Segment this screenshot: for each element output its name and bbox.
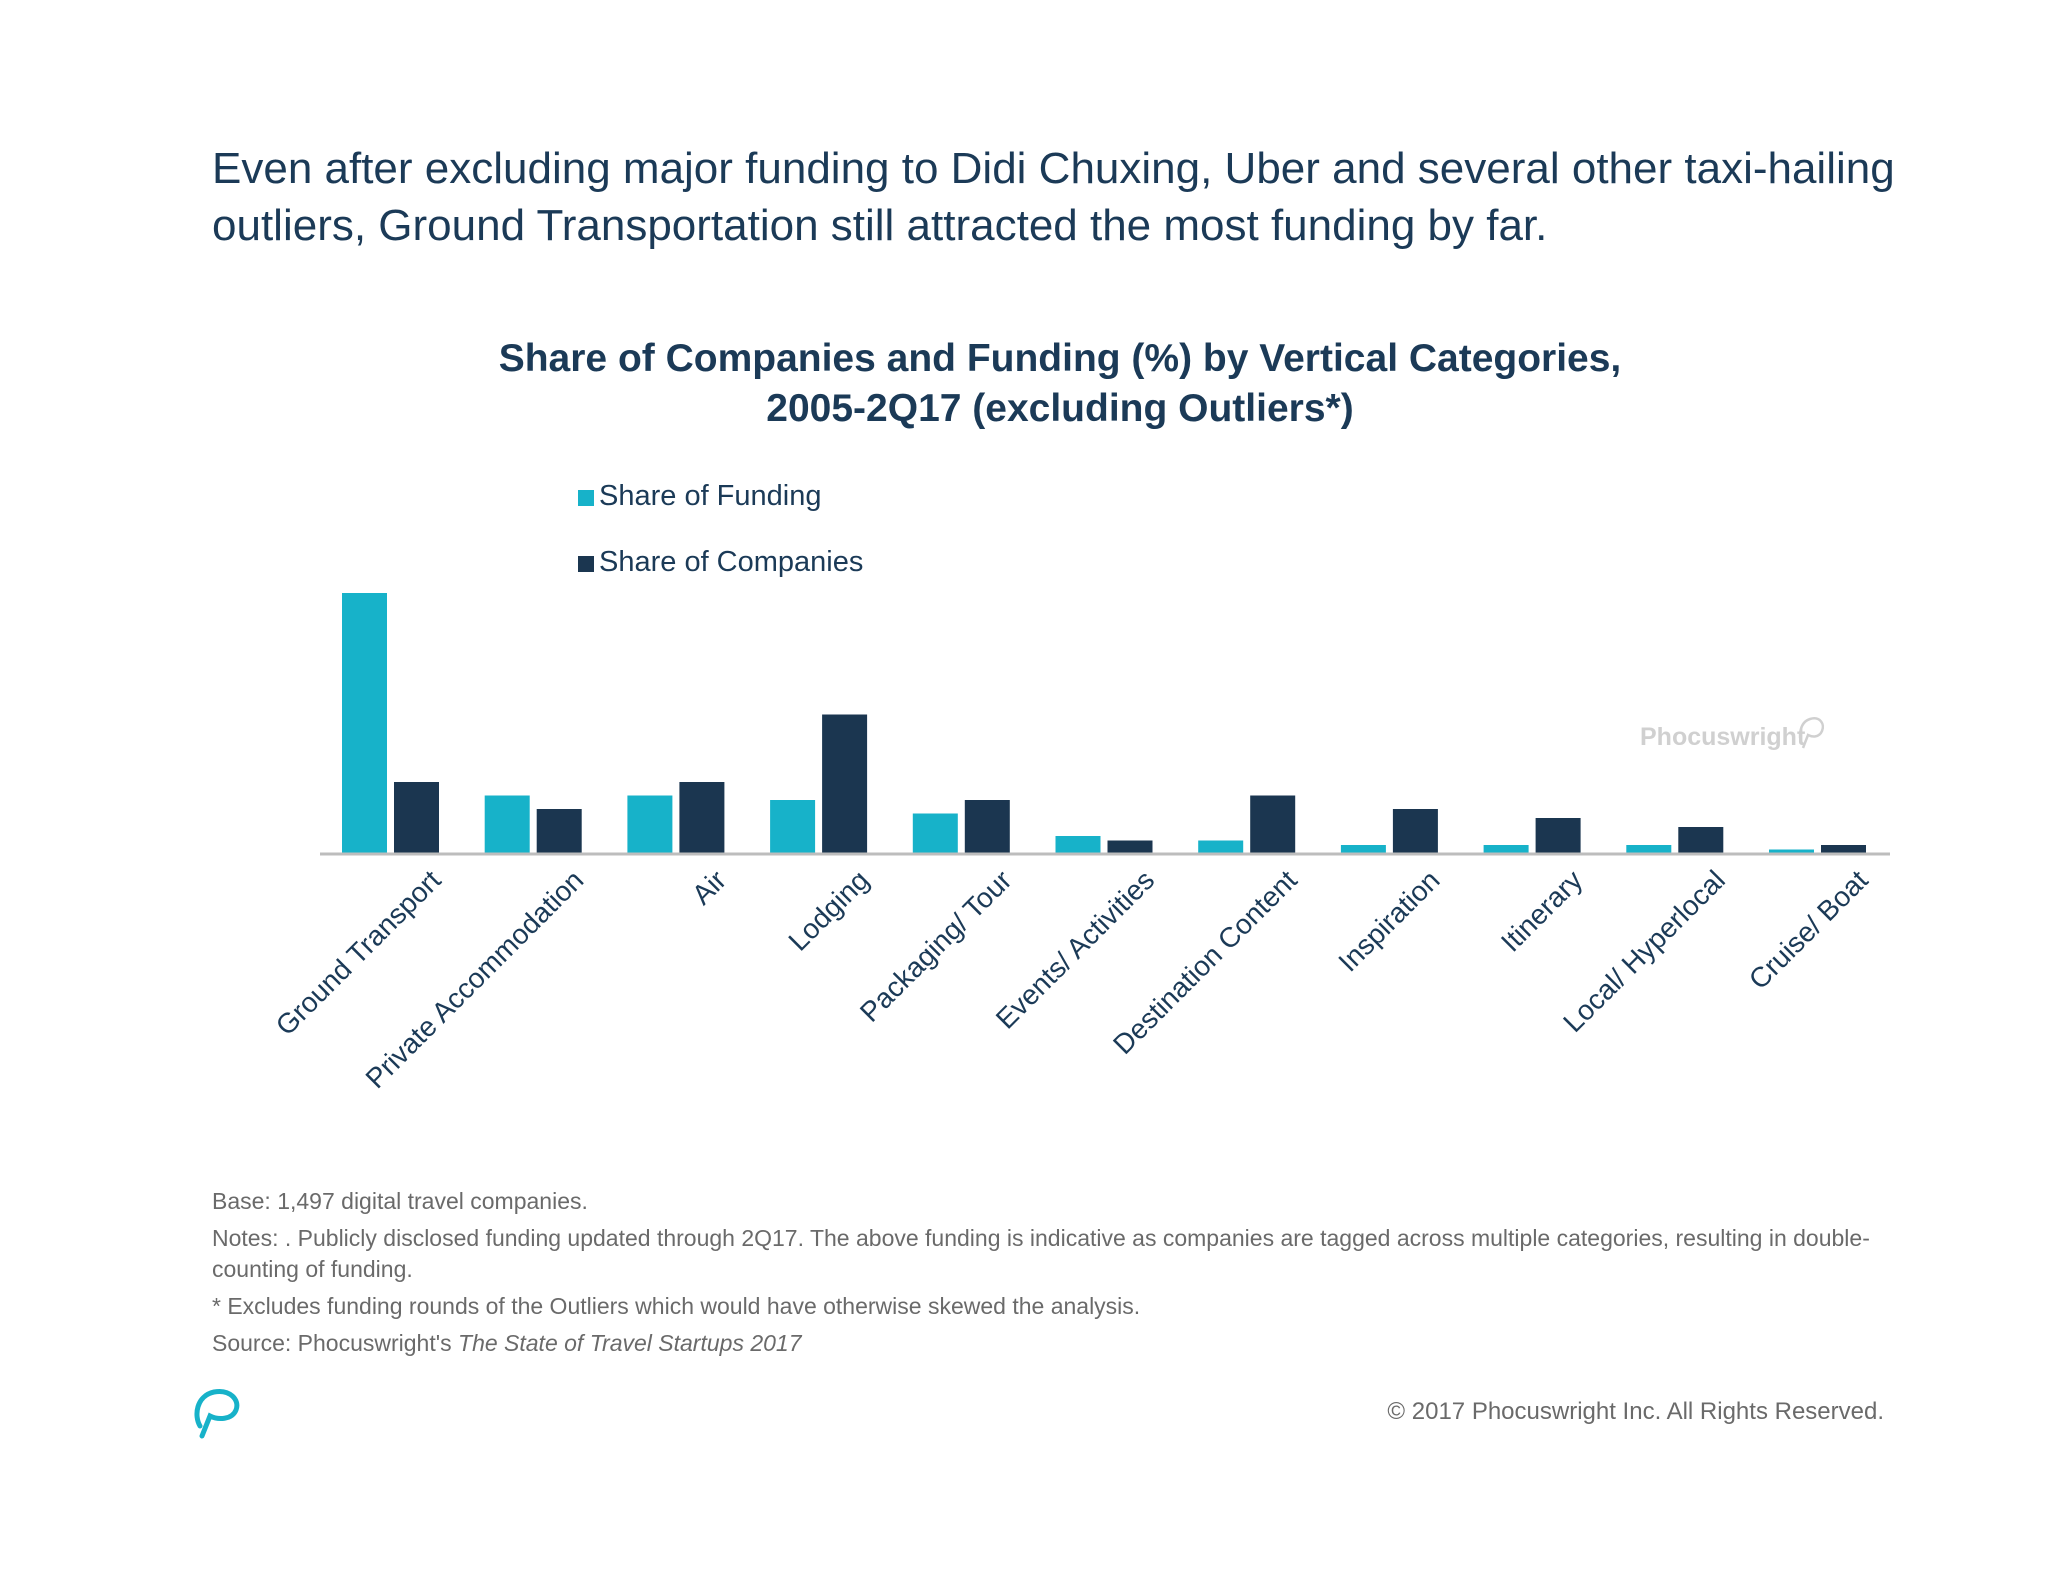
watermark-text: Phocuswright <box>1640 723 1806 751</box>
bar-1-2 <box>679 782 725 854</box>
bar-0-3 <box>770 800 816 854</box>
bar-0-2 <box>627 795 673 854</box>
bar-0-4 <box>912 813 958 854</box>
chart-notes: Base: 1,497 digital travel companies. No… <box>212 1186 1912 1365</box>
bar-1-4 <box>964 800 1010 854</box>
legend-swatch-1 <box>578 556 594 572</box>
bar-0-6 <box>1198 840 1244 854</box>
legend-swatch-0 <box>578 490 594 506</box>
source-title: The State of Travel Startups 2017 <box>458 1330 802 1356</box>
bar-1-9 <box>1678 827 1724 854</box>
note-notes: Notes: . Publicly disclosed funding upda… <box>212 1225 1870 1282</box>
bar-0-5 <box>1055 836 1101 854</box>
bar-1-8 <box>1535 818 1581 854</box>
bar-0-9 <box>1626 845 1672 854</box>
bar-0-0 <box>342 593 387 854</box>
bar-0-7 <box>1340 845 1386 854</box>
bar-0-10 <box>1769 849 1814 854</box>
x-tick-label-10: Cruise/ Boat <box>1743 864 1874 995</box>
legend-label-0: Share of Funding <box>599 480 821 512</box>
legend-label-1: Share of Companies <box>599 546 863 578</box>
phocuswright-logo-icon <box>194 1389 240 1439</box>
x-tick-label-3: Lodging <box>782 864 874 956</box>
bar-1-3 <box>822 714 868 854</box>
note-base: Base: 1,497 digital travel companies. <box>212 1188 588 1214</box>
chart-title-line1: Share of Companies and Funding (%) by Ve… <box>498 337 1622 380</box>
x-tick-label-7: Inspiration <box>1332 864 1445 977</box>
headline: Even after excluding major funding to Di… <box>212 144 1895 250</box>
copyright: © 2017 Phocuswright Inc. All Rights Rese… <box>1387 1398 1884 1425</box>
x-tick-label-5: Events/ Activities <box>990 864 1160 1034</box>
chart-title-line2: 2005-2Q17 (excluding Outliers*) <box>766 387 1354 430</box>
note-source: Source: Phocuswright's The State of Trav… <box>212 1328 1912 1359</box>
bar-1-6 <box>1250 795 1296 854</box>
note-excludes: * Excludes funding rounds of the Outlier… <box>212 1293 1141 1319</box>
x-tick-label-2: Air <box>686 864 732 910</box>
watermark-logo-icon <box>1798 717 1825 749</box>
chart-title: Share of Companies and Funding (%) by Ve… <box>300 334 1820 434</box>
bar-1-7 <box>1392 809 1438 854</box>
bar-1-1 <box>536 809 582 854</box>
bar-chart: Phocuswright Share of Funding Share of Com… <box>270 480 1890 1094</box>
bar-1-10 <box>1821 845 1866 854</box>
bar-1-0 <box>394 782 439 854</box>
bar-1-5 <box>1107 840 1153 854</box>
bar-0-8 <box>1483 845 1529 854</box>
source-prefix: Source: Phocuswright's <box>212 1330 459 1356</box>
x-tick-label-4: Packaging/ Tour <box>854 864 1018 1028</box>
x-tick-label-8: Itinerary <box>1495 864 1588 957</box>
bar-0-1 <box>484 795 530 854</box>
